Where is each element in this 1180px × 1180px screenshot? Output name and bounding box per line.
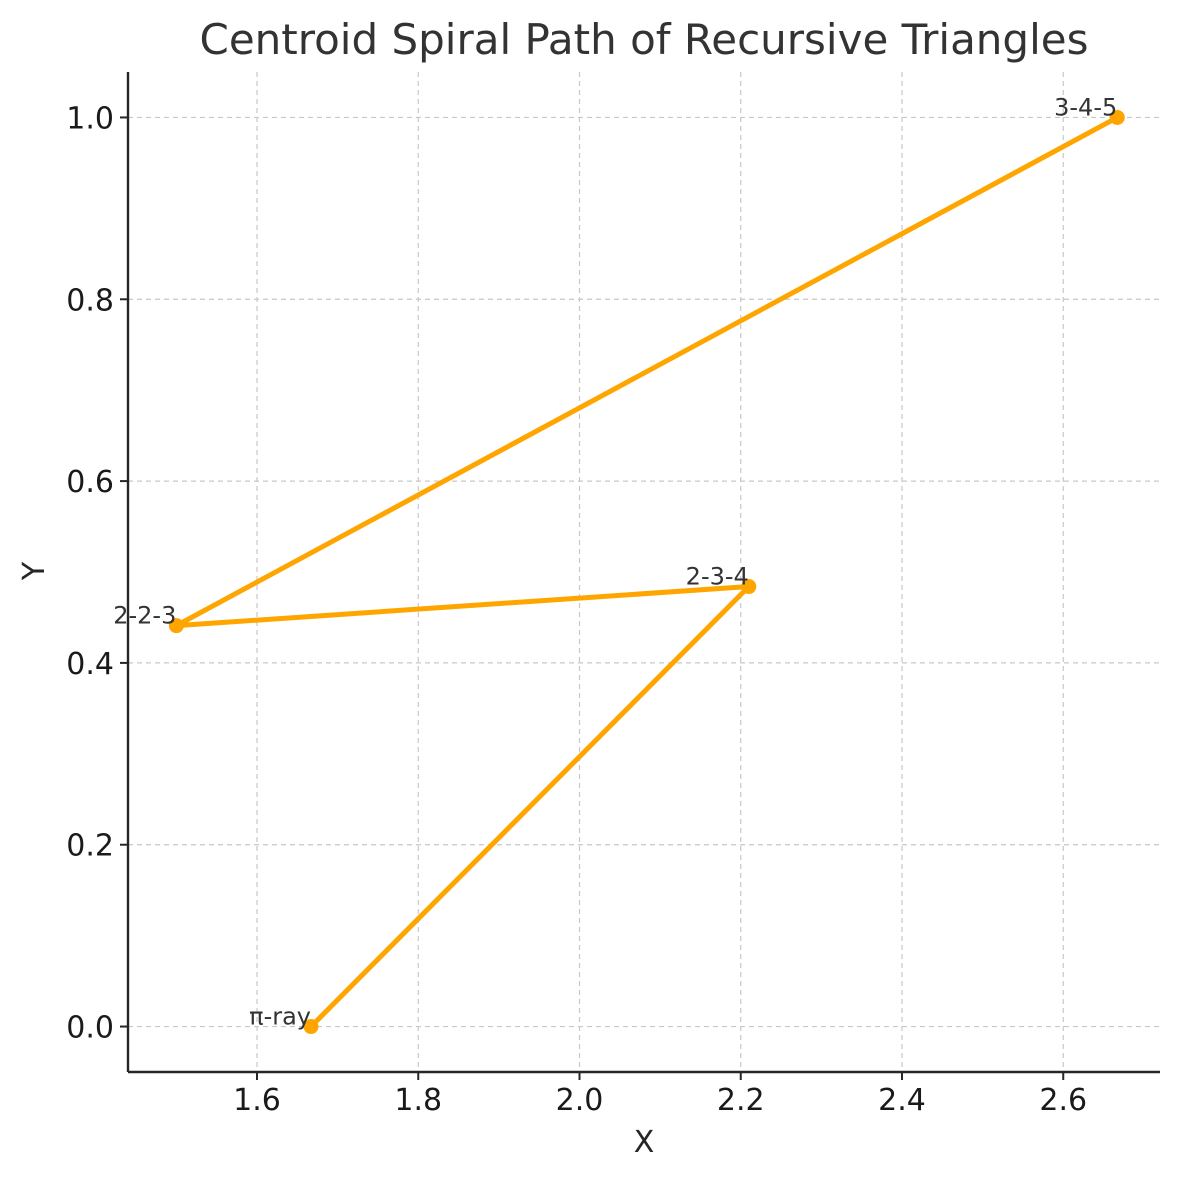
y-axis-ticks: 0.0 0.2 0.4 0.6 0.8 1.0 <box>66 101 128 1046</box>
y-axis-label: Y <box>17 561 52 581</box>
chart-title: Centroid Spiral Path of Recursive Triang… <box>200 15 1089 64</box>
x-tick-label: 2.2 <box>717 1083 765 1118</box>
data-point-label: π-ray <box>249 1003 311 1031</box>
data-point-label: 3-4-5 <box>1054 93 1117 121</box>
point-labels: 3-4-5 2-2-3 2-3-4 π-ray <box>113 93 1117 1030</box>
data-point-marker <box>1109 109 1125 125</box>
series-centroid-path <box>168 109 1125 1035</box>
grid <box>128 72 1160 1072</box>
data-point-marker <box>303 1019 319 1035</box>
x-tick-label: 2.4 <box>878 1083 926 1118</box>
series-line <box>173 114 1120 1030</box>
y-tick-label: 0.8 <box>66 283 114 318</box>
x-axis-ticks: 1.6 1.8 2.0 2.2 2.4 2.6 <box>233 1072 1087 1118</box>
x-tick-label: 1.8 <box>394 1083 442 1118</box>
x-axis-label: X <box>634 1125 655 1160</box>
y-tick-label: 0.2 <box>66 829 114 864</box>
y-tick-label: 0.6 <box>66 465 114 500</box>
y-tick-label: 0.0 <box>66 1011 114 1046</box>
y-tick-label: 1.0 <box>66 101 114 136</box>
data-point-marker <box>741 579 757 595</box>
data-point-marker <box>168 618 184 634</box>
y-tick-label: 0.4 <box>66 647 114 682</box>
data-point-label: 2-2-3 <box>113 602 176 630</box>
x-tick-label: 2.6 <box>1039 1083 1087 1118</box>
data-point-label: 2-3-4 <box>686 563 749 591</box>
x-tick-label: 1.6 <box>233 1083 281 1118</box>
x-tick-label: 2.0 <box>556 1083 604 1118</box>
axes <box>126 72 1160 1074</box>
